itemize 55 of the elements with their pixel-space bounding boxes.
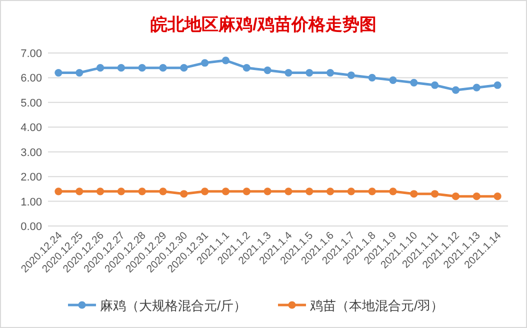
legend-label: 麻鸡（大规格混合元/斤） [100,298,247,313]
point [54,68,62,77]
point [494,192,502,200]
point [389,76,397,84]
point [264,66,272,74]
point [117,188,125,196]
legend-label: 鸡苗（本地混合元/羽） [309,298,444,313]
y-tick-label: 6.00 [20,72,42,85]
point [264,188,272,196]
point [368,74,376,82]
point [201,59,209,67]
point [452,86,460,94]
point [222,56,230,64]
point [326,68,334,77]
point [138,188,146,196]
point [242,64,250,72]
point [452,192,460,200]
point [410,190,418,198]
point [117,64,125,72]
point [76,68,84,77]
chart-title: 皖北地区麻鸡/鸡苗价格走势图 [150,15,376,34]
point [306,68,314,77]
point [242,188,250,196]
point [96,64,104,72]
point [76,188,84,196]
point [180,64,188,72]
point [494,81,502,89]
y-tick-label: 0.00 [20,221,42,233]
point [326,188,334,196]
point [472,192,480,200]
point [389,188,397,196]
point [347,71,355,80]
point [284,188,292,196]
point [431,190,439,198]
point [180,190,188,198]
point [410,78,418,86]
point [54,188,62,196]
point [306,188,314,196]
point [347,188,355,196]
point [431,81,439,89]
y-tick-label: 1.00 [20,196,42,208]
y-tick-label: 4.00 [20,122,42,134]
point [222,188,230,196]
y-tick-label: 2.00 [20,172,42,184]
y-tick-label: 3.00 [20,146,42,159]
point [284,68,292,77]
point [368,188,376,196]
y-tick-label: 7.00 [20,48,42,60]
point [96,188,104,196]
point [138,64,146,72]
point [472,84,480,92]
point [159,188,167,196]
point [159,64,167,72]
point [201,188,209,196]
y-tick-label: 5.00 [20,97,42,110]
